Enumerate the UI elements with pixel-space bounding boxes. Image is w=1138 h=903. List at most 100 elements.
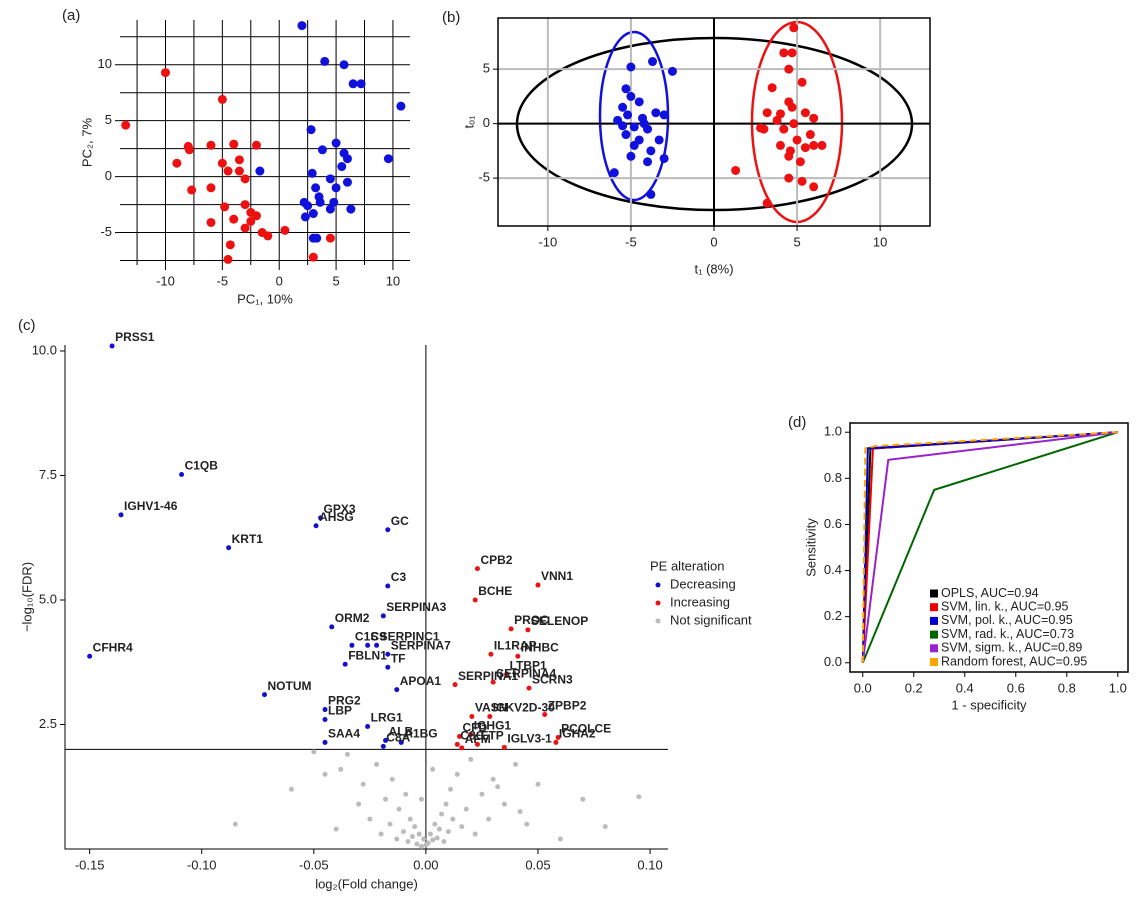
point	[474, 566, 480, 572]
point-label: IGHA2	[559, 727, 596, 741]
point	[421, 836, 427, 842]
point-label: PCOLCE	[561, 722, 611, 736]
x-tick-label: 0.10	[637, 857, 662, 872]
y-tick-label: 7.5	[39, 467, 57, 482]
point	[472, 597, 478, 603]
point-label: CFHR4	[93, 640, 133, 654]
point	[535, 582, 541, 588]
x-tick-label: -0.10	[187, 857, 217, 872]
point	[805, 130, 815, 140]
x-tick-label: 0.6	[1007, 680, 1025, 695]
point	[452, 682, 458, 688]
point	[525, 627, 531, 633]
point	[792, 135, 802, 145]
point-label: SERPINA7	[391, 638, 451, 652]
y-tick-label: 2.5	[39, 716, 57, 731]
legend-label: Random forest, AUC=0.95	[941, 654, 1087, 668]
point	[313, 523, 319, 529]
point	[329, 624, 335, 630]
point	[789, 119, 799, 129]
point	[179, 471, 185, 477]
legend-swatch	[930, 658, 938, 666]
point	[557, 836, 563, 842]
point	[454, 741, 460, 747]
point	[322, 771, 328, 777]
point	[160, 68, 170, 78]
point	[387, 821, 393, 827]
point	[542, 712, 548, 718]
y-axis-label: tₒ₁	[461, 115, 476, 129]
point	[338, 766, 344, 772]
point-label: C8G	[460, 729, 485, 743]
point	[385, 664, 391, 670]
point	[623, 110, 633, 120]
point	[513, 761, 519, 767]
x-tick-label: 5	[332, 273, 339, 288]
legend-label: SVM, pol. k., AUC=0.95	[941, 613, 1073, 627]
point	[643, 157, 653, 167]
point-label: GPX3	[324, 502, 356, 516]
point	[356, 801, 362, 807]
point-label: FBLN1	[348, 648, 387, 662]
point	[317, 145, 327, 155]
point	[234, 155, 244, 165]
y-tick-label: 0.0	[824, 654, 842, 669]
y-tick-label: -5	[478, 170, 490, 185]
point-label: TF	[391, 651, 406, 665]
y-tick-label: 5.0	[39, 591, 57, 606]
point	[383, 796, 389, 802]
point	[342, 661, 348, 667]
point-label: PRG2	[328, 694, 361, 708]
point-label: GC	[391, 514, 409, 528]
point	[618, 102, 628, 112]
point	[756, 123, 766, 133]
y-tick-label: 10	[98, 56, 112, 71]
point	[360, 781, 366, 787]
point-label: NOTUM	[268, 679, 312, 693]
point	[246, 216, 256, 226]
point	[629, 140, 639, 150]
point	[109, 343, 115, 349]
point-label: ORM2	[335, 611, 370, 625]
point	[432, 821, 438, 827]
point	[385, 583, 391, 589]
point	[626, 151, 636, 161]
point	[626, 91, 636, 101]
point	[396, 101, 406, 111]
roc-line	[861, 431, 1118, 663]
point	[217, 94, 227, 104]
point	[659, 110, 669, 120]
y-tick-label: -5	[100, 224, 112, 239]
roc-line	[861, 431, 1119, 664]
point	[348, 79, 358, 89]
panel-label: (a)	[62, 7, 80, 24]
point-label: LRG1	[371, 711, 403, 725]
point	[333, 826, 339, 832]
point	[320, 56, 330, 66]
point	[312, 233, 322, 243]
point	[308, 209, 318, 219]
point	[383, 154, 393, 164]
point-label: LBP	[328, 704, 352, 718]
y-tick-label: 0	[105, 168, 112, 183]
point	[414, 841, 420, 847]
point	[517, 809, 523, 815]
point	[416, 831, 422, 837]
point	[775, 140, 785, 150]
x-axis-label: log₂(Fold change)	[315, 876, 418, 891]
point	[800, 143, 810, 153]
point	[383, 737, 389, 743]
legend-label: Decreasing	[670, 576, 736, 591]
x-tick-label: 10	[873, 234, 887, 249]
point	[787, 48, 797, 58]
point	[400, 829, 406, 835]
point	[441, 839, 447, 845]
point-label: C3	[391, 570, 407, 584]
point	[346, 204, 356, 214]
x-tick-label: -0.05	[299, 857, 329, 872]
point	[240, 200, 250, 210]
point	[405, 839, 411, 845]
point	[380, 743, 386, 749]
